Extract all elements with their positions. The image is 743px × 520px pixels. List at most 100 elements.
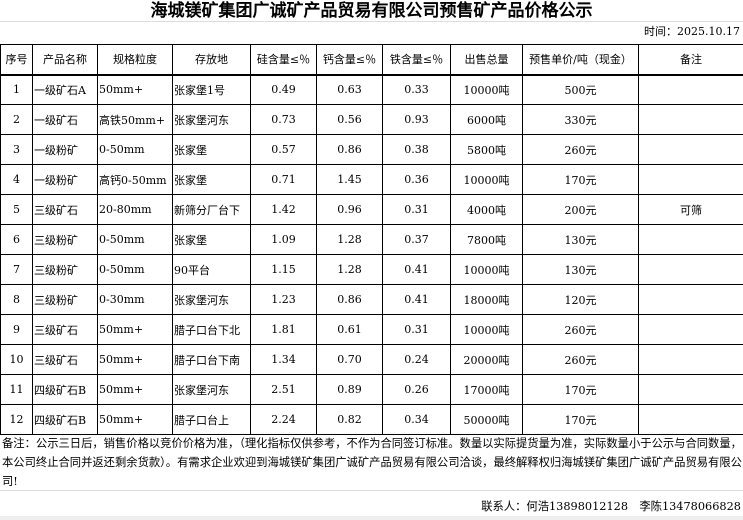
cell-location: 张家堡 <box>172 164 251 195</box>
cell-remark <box>638 104 743 135</box>
cell-spec: 高钙0-50mm <box>97 164 173 195</box>
cell-fe: 0.26 <box>382 374 451 405</box>
cell-quantity: 20000吨 <box>450 344 523 375</box>
header-location: 存放地 <box>172 44 251 76</box>
cell-remark <box>638 344 743 375</box>
cell-quantity: 10000吨 <box>450 254 523 285</box>
cell-location: 张家堡 <box>172 134 251 165</box>
cell-price: 260元 <box>522 344 639 375</box>
cell-quantity: 7800吨 <box>450 224 523 255</box>
header-remark: 备注 <box>638 44 743 76</box>
divider <box>0 490 743 491</box>
cell-seq: 5 <box>0 194 33 225</box>
cell-seq: 2 <box>0 104 33 135</box>
cell-si: 1.09 <box>250 224 317 255</box>
cell-product-name: 三级粉矿 <box>32 224 98 255</box>
cell-product-name: 三级矿石 <box>32 314 98 345</box>
cell-fe: 0.24 <box>382 344 451 375</box>
header-price: 预售单价/吨（现金） <box>522 44 639 76</box>
cell-fe: 0.41 <box>382 254 451 285</box>
cell-ca: 0.63 <box>316 74 383 105</box>
cell-si: 0.73 <box>250 104 317 135</box>
cell-quantity: 10000吨 <box>450 74 523 105</box>
cell-ca: 0.56 <box>316 104 383 135</box>
cell-seq: 10 <box>0 344 33 375</box>
cell-price: 260元 <box>522 134 639 165</box>
table-row: 5 三级矿石 20-80mm 新筛分厂台下 1.42 0.96 0.31 4000吨 200元可… <box>0 194 743 225</box>
cell-price: 260元 <box>522 314 639 345</box>
cell-location: 张家堡河东 <box>172 374 251 405</box>
cell-remark <box>638 374 743 405</box>
cell-ca: 1.28 <box>316 224 383 255</box>
cell-remark <box>638 404 743 435</box>
cell-ca: 0.89 <box>316 374 383 405</box>
header-si: 硅含量≤％ <box>250 44 317 76</box>
cell-spec: 50mm+ <box>97 74 173 105</box>
cell-location: 张家堡 <box>172 224 251 255</box>
cell-spec: 0-30mm <box>97 284 173 315</box>
cell-fe: 0.36 <box>382 164 451 195</box>
cell-si: 0.49 <box>250 74 317 105</box>
cell-seq: 1 <box>0 74 33 105</box>
page-title: 海城镁矿集团广诚矿产品贸易有限公司预售矿产品价格公示 <box>0 0 743 22</box>
cell-spec: 50mm+ <box>97 374 173 405</box>
cell-price: 170元 <box>522 164 639 195</box>
cell-price: 130元 <box>522 224 639 255</box>
cell-ca: 0.86 <box>316 134 383 165</box>
cell-location: 90平台 <box>172 254 251 285</box>
cell-product-name: 三级矿石 <box>32 194 98 225</box>
table-row: 7 三级粉矿 0-50mm 90平台 1.15 1.28 0.41 10000吨 130元 <box>0 254 743 285</box>
table-row: 10 三级矿石 50mm+ 腊子口台下南 1.34 0.70 0.24 20000吨 260元 <box>0 344 743 375</box>
cell-quantity: 10000吨 <box>450 164 523 195</box>
cell-spec: 0-50mm <box>97 224 173 255</box>
header-quantity: 出售总量 <box>450 44 523 76</box>
table-row: 2 一级矿石 高铁50mm+ 张家堡河东 0.73 0.56 0.93 6000吨 330元 <box>0 104 743 135</box>
cell-seq: 6 <box>0 224 33 255</box>
cell-spec: 50mm+ <box>97 404 173 435</box>
cell-seq: 11 <box>0 374 33 405</box>
cell-product-name: 四级矿石B <box>32 374 98 405</box>
cell-location: 腊子口台上 <box>172 404 251 435</box>
cell-si: 1.81 <box>250 314 317 345</box>
cell-remark <box>638 224 743 255</box>
cell-ca: 0.70 <box>316 344 383 375</box>
cell-spec: 0-50mm <box>97 134 173 165</box>
cell-quantity: 10000吨 <box>450 314 523 345</box>
cell-fe: 0.33 <box>382 74 451 105</box>
table-row: 9 三级矿石 50mm+ 腊子口台下北 1.81 0.61 0.31 10000吨 260元 <box>0 314 743 345</box>
cell-spec: 高铁50mm+ <box>97 104 173 135</box>
cell-si: 1.42 <box>250 194 317 225</box>
cell-fe: 0.31 <box>382 194 451 225</box>
cell-spec: 50mm+ <box>97 314 173 345</box>
cell-seq: 9 <box>0 314 33 345</box>
header-seq: 序号 <box>0 44 33 76</box>
cell-quantity: 6000吨 <box>450 104 523 135</box>
cell-remark <box>638 314 743 345</box>
cell-si: 1.34 <box>250 344 317 375</box>
table-row: 3 一级粉矿 0-50mm 张家堡 0.57 0.86 0.38 5800吨 260元 <box>0 134 743 165</box>
header-spec: 规格粒度 <box>97 44 173 76</box>
publish-time: 时间：2025.10.17 <box>644 25 740 38</box>
cell-remark <box>638 134 743 165</box>
cell-seq: 4 <box>0 164 33 195</box>
cell-location: 腊子口台下南 <box>172 344 251 375</box>
table-row: 1 一级矿石A 50mm+ 张家堡1号 0.49 0.63 0.33 10000吨 500元 <box>0 74 743 105</box>
cell-remark: 可筛 <box>638 194 743 225</box>
cell-product-name: 四级矿石B <box>32 404 98 435</box>
cell-si: 2.24 <box>250 404 317 435</box>
divider <box>0 516 743 520</box>
cell-fe: 0.93 <box>382 104 451 135</box>
cell-location: 张家堡河东 <box>172 104 251 135</box>
cell-seq: 8 <box>0 284 33 315</box>
cell-fe: 0.37 <box>382 224 451 255</box>
cell-ca: 0.82 <box>316 404 383 435</box>
cell-ca: 0.61 <box>316 314 383 345</box>
cell-spec: 50mm+ <box>97 344 173 375</box>
cell-product-name: 一级矿石 <box>32 104 98 135</box>
cell-remark <box>638 74 743 105</box>
cell-product-name: 三级粉矿 <box>32 284 98 315</box>
cell-si: 1.23 <box>250 284 317 315</box>
cell-product-name: 三级粉矿 <box>32 254 98 285</box>
cell-price: 120元 <box>522 284 639 315</box>
cell-product-name: 一级粉矿 <box>32 134 98 165</box>
